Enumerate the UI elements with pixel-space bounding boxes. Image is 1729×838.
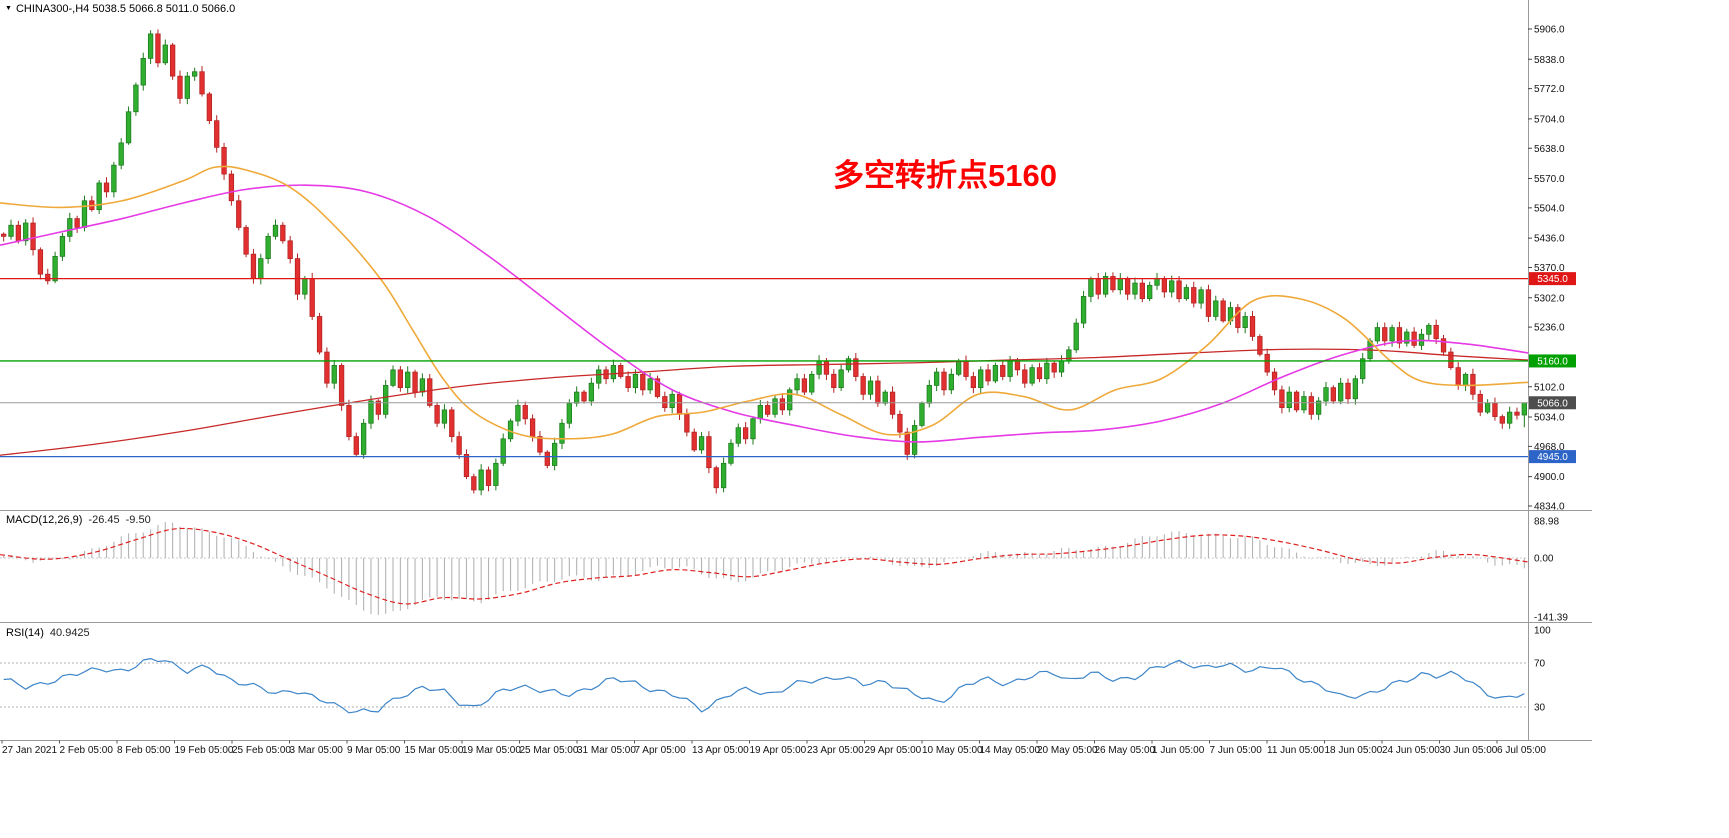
macd-axis-label: 0.00: [1534, 554, 1554, 565]
macd-axis-label: -141.39: [1534, 613, 1568, 624]
macd-value-main: -26.45: [88, 514, 120, 526]
time-axis-label: 11 Jun 05:00: [1267, 745, 1325, 756]
current-price-tag-label: 5066.0: [1537, 398, 1568, 409]
panel-frame: [0, 0, 1592, 741]
rsi-name: RSI(14): [6, 627, 44, 639]
macd-axis-label: 88.98: [1534, 516, 1559, 527]
symbol-ohlc-text: CHINA300-,H4 5038.5 5066.8 5011.0 5066.0: [15, 3, 236, 15]
macd-name: MACD(12,26,9): [6, 514, 83, 526]
price-tick-label: 5236.0: [1534, 323, 1565, 334]
rsi-line: [3, 657, 1525, 714]
time-axis-label: 19 Apr 05:00: [750, 745, 807, 756]
time-axis-label: 27 Jan 2021: [2, 745, 57, 756]
time-axis-label: 15 Mar 05:00: [405, 745, 464, 756]
time-axis-label: 10 May 05:00: [922, 745, 983, 756]
time-axis: 27 Jan 2021 2 Feb 05:00 8 Feb 05:00 19 Feb …: [1, 740, 1546, 756]
macd-signal-line: [0, 527, 1529, 605]
price-tick-label: 5102.0: [1534, 382, 1565, 393]
time-axis-label: 14 May 05:00: [980, 745, 1041, 756]
annotation-text[interactable]: 多空转折点5160: [833, 158, 1057, 193]
price-tick-label: 5370.0: [1534, 263, 1565, 274]
level-resistance-tag-label: 5345.0: [1537, 274, 1568, 285]
symbol-ohlc-info[interactable]: ▼ CHINA300-,H4 5038.5 5066.8 5011.0 5066.…: [5, 3, 235, 15]
time-axis-label: 2 Feb 05:00: [60, 745, 114, 756]
level-resistance-tag[interactable]: [1529, 272, 1576, 286]
time-axis-label: 7 Apr 05:00: [635, 745, 687, 756]
price-tick-label: 4834.0: [1534, 502, 1565, 513]
price-tick-label: 5704.0: [1534, 114, 1565, 125]
rsi-panel: 100 70 30: [0, 626, 1551, 714]
time-axis-label: 25 Feb 05:00: [232, 745, 291, 756]
price-axis: 5906.0 5838.0 5772.0 5704.0 5638.0 5570.0 5504…: [1528, 25, 1565, 513]
price-tick-label: 5772.0: [1534, 84, 1565, 95]
moving-averages: [0, 165, 1529, 456]
time-axis-label: 8 Feb 05:00: [117, 745, 171, 756]
level-pivot-tag[interactable]: [1529, 354, 1576, 368]
level-support-tag-label: 4945.0: [1537, 452, 1568, 463]
level-lines[interactable]: 5345.0 5160.0 4945.0 5066.0: [0, 272, 1576, 464]
ma-magenta-line: [0, 184, 1529, 443]
macd-value-signal: -9.50: [125, 514, 151, 526]
rsi-value: 40.9425: [49, 627, 90, 639]
time-axis-label: 26 May 05:00: [1095, 745, 1156, 756]
time-axis-label: 23 Apr 05:00: [807, 745, 864, 756]
time-axis-label: 18 Jun 05:00: [1325, 745, 1383, 756]
ma-slow-red-line: [0, 348, 1529, 456]
current-price-tag[interactable]: [1529, 396, 1576, 410]
price-tick-label: 5034.0: [1534, 413, 1565, 424]
level-pivot-tag-label: 5160.0: [1537, 356, 1568, 367]
macd-panel: 88.98 0.00 -141.39: [0, 516, 1568, 624]
time-axis-label: 31 Mar 05:00: [577, 745, 636, 756]
price-tick-label: 5638.0: [1534, 144, 1565, 155]
time-axis-label: 19 Mar 05:00: [462, 745, 521, 756]
time-axis-label: 29 Apr 05:00: [865, 745, 922, 756]
macd-indicator-label: MACD(12,26,9) -26.45 -9.50: [6, 514, 151, 526]
price-tick-label: 4900.0: [1534, 472, 1565, 483]
price-tick-label: 5504.0: [1534, 203, 1565, 214]
time-axis-label: 13 Apr 05:00: [692, 745, 749, 756]
price-tick-label: 5302.0: [1534, 293, 1565, 304]
level-support-tag[interactable]: [1529, 450, 1576, 464]
time-axis-label: 6 Jul 05:00: [1497, 745, 1546, 756]
candlestick-series: [1, 29, 1527, 496]
time-axis-label: 20 May 05:00: [1037, 745, 1098, 756]
time-axis-label: 30 Jun 05:00: [1440, 745, 1498, 756]
price-tick-label: 5570.0: [1534, 174, 1565, 185]
price-tick-label: 4968.0: [1534, 442, 1565, 453]
price-tick-label: 5436.0: [1534, 234, 1565, 245]
time-axis-label: 1 Jun 05:00: [1152, 745, 1205, 756]
price-tick-label: 5838.0: [1534, 55, 1565, 66]
ma-orange-line: [0, 165, 1529, 440]
price-tick-label: 5906.0: [1534, 25, 1565, 36]
time-axis-label: 24 Jun 05:00: [1382, 745, 1440, 756]
time-axis-label: 25 Mar 05:00: [520, 745, 579, 756]
dropdown-arrow-icon: ▼: [5, 5, 12, 12]
time-axis-label: 3 Mar 05:00: [290, 745, 344, 756]
rsi-axis-label: 30: [1534, 703, 1546, 714]
time-axis-label: 19 Feb 05:00: [175, 745, 234, 756]
rsi-axis-label: 70: [1534, 659, 1546, 670]
time-axis-label: 9 Mar 05:00: [347, 745, 401, 756]
rsi-axis-label: 100: [1534, 626, 1551, 637]
time-axis-label: 7 Jun 05:00: [1210, 745, 1263, 756]
rsi-indicator-label: RSI(14) 40.9425: [6, 627, 90, 639]
